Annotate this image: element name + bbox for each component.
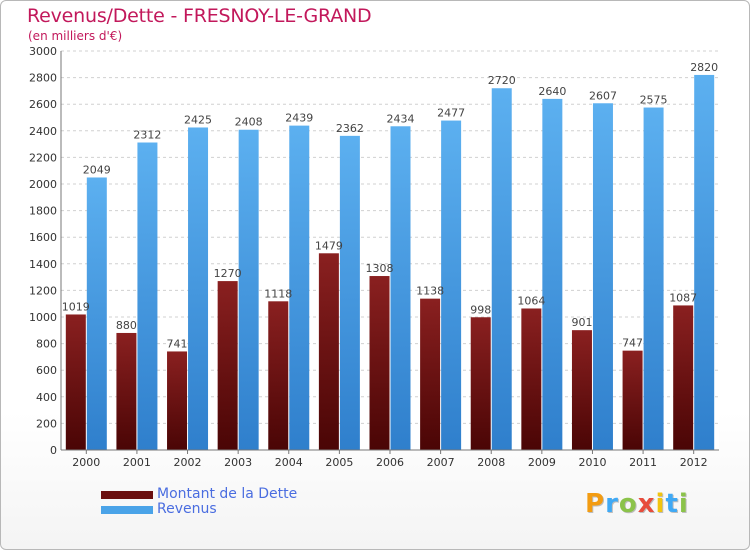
x-tick-label: 2000	[72, 456, 100, 469]
logo-letter: i	[678, 489, 689, 519]
bar-revenus-2002	[188, 127, 209, 450]
y-tick-label: 1800	[29, 205, 57, 218]
bar-dette-2009	[521, 308, 542, 450]
data-label-dette-2005: 1479	[315, 239, 343, 252]
logo-letter: x	[637, 489, 656, 519]
data-label-revenus-2004: 2439	[285, 112, 313, 125]
data-label-revenus-2012: 2820	[690, 61, 718, 74]
bar-revenus-2000	[86, 177, 107, 450]
logo-letter: i	[655, 489, 666, 519]
data-label-dette-2011: 747	[622, 337, 643, 350]
data-label-dette-2012: 1087	[669, 291, 697, 304]
legend-label-revenus: Revenus	[157, 501, 217, 517]
bar-revenus-2012	[694, 74, 715, 450]
bar-revenus-2004	[289, 125, 310, 450]
data-label-dette-2000: 1019	[62, 300, 90, 313]
data-label-dette-2002: 741	[167, 337, 188, 350]
chart-subtitle: (en milliers d'€)	[28, 29, 123, 43]
bar-revenus-2007	[441, 120, 462, 451]
logo-letter: o	[618, 489, 638, 519]
bar-revenus-2006	[390, 126, 411, 450]
legend-swatch-dette	[101, 491, 153, 499]
x-tick-label: 2008	[477, 456, 505, 469]
x-tick-label: 2004	[275, 456, 303, 469]
x-tick-label: 2011	[629, 456, 657, 469]
data-label-revenus-2005: 2362	[336, 122, 364, 135]
bar-revenus-2010	[592, 103, 613, 451]
data-label-revenus-2001: 2312	[133, 129, 161, 142]
x-tick-label: 2009	[528, 456, 556, 469]
data-label-dette-2009: 1064	[517, 294, 545, 307]
y-tick-label: 1600	[29, 231, 57, 244]
logo-letter: r	[605, 489, 619, 519]
bar-revenus-2003	[238, 129, 259, 450]
bar-dette-2010	[571, 330, 592, 450]
chart-title: Revenus/Dette - FRESNOY-LE-GRAND	[27, 5, 372, 27]
data-label-revenus-2002: 2425	[184, 113, 212, 126]
y-tick-label: 3000	[29, 45, 57, 58]
data-label-revenus-2000: 2049	[83, 163, 111, 176]
y-tick-label: 2200	[29, 151, 57, 164]
plot-area	[61, 51, 719, 450]
data-label-revenus-2011: 2575	[640, 94, 668, 107]
y-tick-label: 1200	[29, 284, 57, 297]
bar-dette-2011	[622, 350, 643, 450]
y-tick-label: 200	[36, 417, 57, 430]
y-tick-label: 1000	[29, 311, 57, 324]
data-label-dette-2004: 1118	[264, 287, 292, 300]
y-tick-label: 600	[36, 364, 57, 377]
bar-revenus-2011	[643, 107, 664, 451]
legend-label-dette: Montant de la Dette	[157, 486, 298, 502]
logo-letter: P	[585, 489, 606, 519]
y-tick-label: 2600	[29, 98, 57, 111]
x-tick-label: 2003	[224, 456, 252, 469]
bar-dette-2000	[65, 314, 86, 450]
legend-swatch-revenus	[101, 506, 153, 514]
bar-dette-2002	[167, 351, 188, 450]
proxiti-logo: Proxiti	[585, 489, 689, 519]
data-label-revenus-2010: 2607	[589, 89, 617, 102]
data-label-revenus-2009: 2640	[538, 85, 566, 98]
bar-revenus-2005	[339, 135, 360, 450]
data-label-dette-2001: 880	[116, 319, 137, 332]
bar-revenus-2001	[137, 142, 158, 450]
x-tick-label: 2002	[174, 456, 202, 469]
x-tick-label: 2010	[578, 456, 606, 469]
y-tick-label: 400	[36, 391, 57, 404]
data-label-dette-2008: 998	[470, 303, 491, 316]
y-tick-label: 2400	[29, 125, 57, 138]
data-label-dette-2006: 1308	[366, 262, 394, 275]
data-label-revenus-2007: 2477	[437, 107, 465, 120]
x-tick-label: 2006	[376, 456, 404, 469]
y-tick-label: 1400	[29, 258, 57, 271]
logo-letter: t	[665, 489, 679, 519]
data-label-dette-2003: 1270	[214, 267, 242, 280]
bar-dette-2003	[217, 281, 238, 450]
bar-dette-2006	[369, 276, 390, 450]
bar-dette-2007	[420, 298, 441, 450]
bar-dette-2012	[673, 305, 694, 450]
x-tick-label: 2001	[123, 456, 151, 469]
data-label-revenus-2008: 2720	[488, 74, 516, 87]
data-label-revenus-2003: 2408	[235, 116, 263, 129]
y-tick-label: 2000	[29, 178, 57, 191]
bar-revenus-2009	[542, 98, 563, 450]
y-tick-label: 2800	[29, 72, 57, 85]
data-label-dette-2010: 901	[571, 316, 592, 329]
bar-dette-2004	[268, 301, 289, 450]
bar-dette-2001	[116, 332, 137, 450]
bar-dette-2005	[318, 253, 339, 450]
x-tick-label: 2007	[427, 456, 455, 469]
x-tick-label: 2012	[680, 456, 708, 469]
bar-dette-2008	[470, 317, 491, 450]
y-tick-label: 0	[50, 444, 57, 457]
data-label-revenus-2006: 2434	[387, 112, 415, 125]
y-tick-label: 800	[36, 338, 57, 351]
bar-revenus-2008	[491, 88, 512, 451]
x-tick-label: 2005	[325, 456, 353, 469]
data-label-dette-2007: 1138	[416, 285, 444, 298]
